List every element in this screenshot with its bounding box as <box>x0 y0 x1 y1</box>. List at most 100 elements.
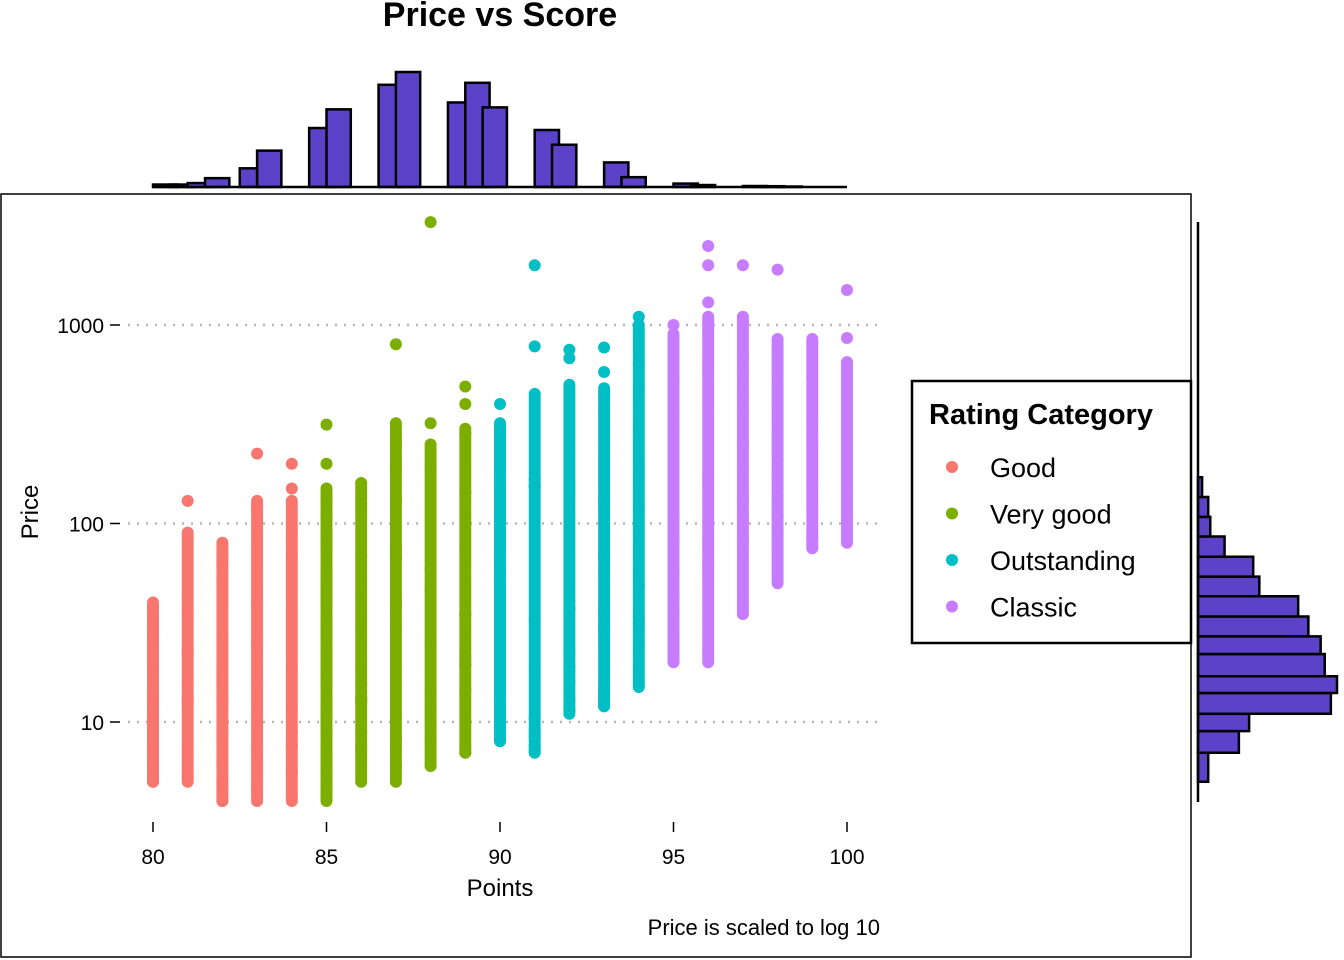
data-point <box>667 633 680 646</box>
data-point <box>355 726 368 739</box>
data-point <box>563 660 576 673</box>
data-point <box>632 579 645 592</box>
data-point <box>528 613 541 626</box>
data-point <box>424 721 437 734</box>
x-tick-label: 90 <box>488 846 511 869</box>
data-point <box>459 739 472 752</box>
data-point-outlier <box>771 263 784 276</box>
data-point <box>598 496 611 509</box>
data-point <box>771 522 784 535</box>
data-point <box>147 715 159 728</box>
data-point <box>389 731 402 744</box>
data-point <box>667 533 680 546</box>
histogram-bar <box>1196 595 1300 618</box>
data-point <box>355 550 368 563</box>
data-point <box>771 510 784 523</box>
histogram-bar <box>1196 675 1339 695</box>
x-axis-label: Points <box>467 875 534 902</box>
data-point <box>771 482 784 495</box>
data-point <box>632 675 645 688</box>
histogram-bar <box>1196 615 1310 638</box>
data-point <box>424 687 437 700</box>
data-point-outlier <box>285 457 298 470</box>
data-point-outlier <box>424 417 437 430</box>
data-point <box>389 458 402 471</box>
data-point <box>181 607 194 620</box>
data-point <box>389 435 402 448</box>
data-point <box>702 531 715 544</box>
histogram-bar <box>203 176 231 189</box>
data-point-outlier <box>285 482 298 495</box>
data-point <box>320 594 333 607</box>
data-point <box>320 626 333 639</box>
histogram-bar <box>1196 751 1210 784</box>
data-point <box>216 730 229 743</box>
legend-box <box>910 379 1193 645</box>
data-point <box>494 719 506 732</box>
data-point <box>771 333 784 346</box>
data-point <box>771 343 784 356</box>
data-point <box>806 430 819 443</box>
data-point <box>841 524 853 537</box>
data-point-outlier <box>528 259 541 272</box>
data-point-outlier <box>563 352 576 365</box>
data-point <box>181 742 194 755</box>
data-point-outlier <box>598 341 611 354</box>
data-point <box>181 762 194 775</box>
data-point <box>736 495 749 508</box>
data-point <box>806 418 819 431</box>
data-point <box>285 661 298 674</box>
data-point <box>147 596 159 609</box>
data-point <box>632 637 645 650</box>
data-point <box>251 501 264 514</box>
data-point <box>181 751 194 764</box>
chart-caption: Price is scaled to log 10 <box>648 915 880 940</box>
top-marginal-histogram <box>151 70 847 189</box>
data-point-outlier <box>702 259 715 272</box>
data-point <box>632 504 645 517</box>
data-point <box>355 476 368 489</box>
data-point <box>355 695 368 708</box>
data-point <box>424 562 437 575</box>
data-point <box>285 765 298 778</box>
data-point <box>841 508 853 521</box>
histogram-bar <box>394 70 422 189</box>
data-point <box>389 600 402 613</box>
data-point <box>355 498 368 511</box>
data-point <box>667 587 680 600</box>
data-point <box>285 739 298 752</box>
data-point <box>632 468 645 481</box>
data-point <box>251 712 264 725</box>
y-tick-label: 1000 <box>57 315 104 338</box>
y-axis-ticks: 10 100 1000 <box>57 315 120 735</box>
y-axis-label: Price <box>17 485 44 540</box>
data-point <box>320 639 333 652</box>
data-point-outlier <box>320 457 333 470</box>
data-point-outlier <box>563 343 576 356</box>
data-point <box>598 682 611 695</box>
data-point <box>806 540 819 553</box>
data-point <box>494 417 506 430</box>
legend-label: Classic <box>990 593 1077 623</box>
data-point <box>528 746 541 759</box>
data-point <box>806 336 819 349</box>
legend-swatch <box>946 507 958 520</box>
legend-label: Outstanding <box>990 546 1136 576</box>
data-point <box>736 405 749 418</box>
data-point <box>251 636 264 649</box>
data-point <box>667 655 680 668</box>
data-point <box>841 535 853 548</box>
legend: Rating Category Good Very good Outstanding… <box>910 379 1193 645</box>
data-point-outlier <box>598 365 611 378</box>
data-point <box>320 766 333 779</box>
data-point <box>355 678 368 691</box>
data-point <box>424 584 437 597</box>
legend-label: Very good <box>990 500 1112 530</box>
data-point <box>459 427 472 440</box>
data-point <box>667 375 680 388</box>
histogram-bar <box>1196 495 1210 519</box>
histogram-bar <box>1196 691 1333 716</box>
data-point <box>736 363 749 376</box>
histogram-bar <box>325 108 353 189</box>
